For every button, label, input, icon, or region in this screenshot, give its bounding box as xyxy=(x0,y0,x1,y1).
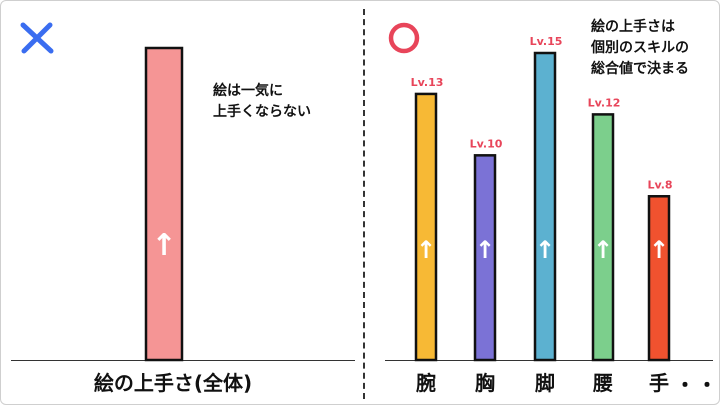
left-panel: 絵は一気に 上手くならない ↑ 絵の上手さ(全体) xyxy=(1,1,363,404)
bar-3 xyxy=(533,51,557,362)
right-note: 絵の上手さは 個別のスキルの 総合値で決まる xyxy=(591,19,689,77)
left-bar-chart: ↑ 絵の上手さ(全体) xyxy=(94,46,252,395)
bar-arrow-5: ↑ xyxy=(649,236,669,264)
data-label-1: Lv.13 xyxy=(411,76,444,89)
right-panel: 絵の上手さは 個別のスキルの 総合値で決まる Lv.13 ↑ 腕 Lv.10 ↑ 胸 Lv.… xyxy=(363,1,719,404)
left-note: 絵は一気に 上手くならない xyxy=(213,83,311,120)
bar-arrow-4: ↑ xyxy=(593,236,613,264)
ellipsis: ・・・ xyxy=(675,373,719,397)
right-bar-chart: Lv.13 ↑ 腕 Lv.10 ↑ 胸 Lv.15 ↑ 脚 Lv.12 ↑ 腰 Lv.8 ↑ 手 xyxy=(411,35,673,395)
bar-5 xyxy=(647,195,671,362)
x-label-2: 胸 xyxy=(475,371,495,395)
x-label-3: 脚 xyxy=(535,371,555,395)
panel-divider xyxy=(363,9,365,399)
cross-mark-icon xyxy=(20,22,54,54)
data-label-4: Lv.12 xyxy=(588,96,621,109)
bar-4 xyxy=(591,113,615,362)
data-label-5: Lv.8 xyxy=(647,178,672,191)
bar-arrow-1: ↑ xyxy=(416,236,436,264)
x-label-4: 腰 xyxy=(592,371,613,395)
bar-1 xyxy=(414,92,438,362)
bar-2 xyxy=(473,154,497,362)
data-label-2: Lv.10 xyxy=(470,137,503,150)
x-label-1: 腕 xyxy=(415,371,436,395)
circle-mark-icon xyxy=(388,22,420,54)
data-label-3: Lv.15 xyxy=(530,35,563,48)
x-label-overall: 絵の上手さ(全体) xyxy=(94,371,252,395)
bar-overall xyxy=(144,46,184,362)
x-label-5: 手 xyxy=(649,371,669,395)
bar-arrow-3: ↑ xyxy=(535,236,555,264)
bar-overall-arrow: ↑ xyxy=(151,228,176,263)
bar-arrow-2: ↑ xyxy=(475,236,495,264)
